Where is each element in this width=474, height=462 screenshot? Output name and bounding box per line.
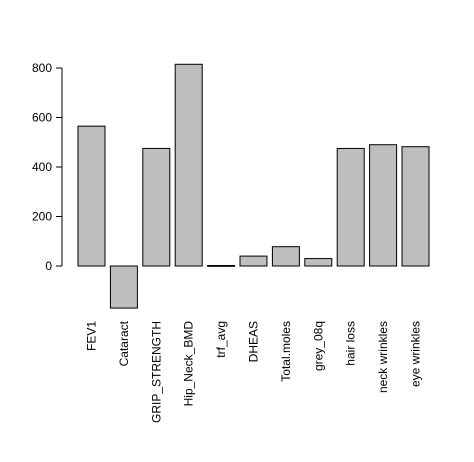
- x-category-label: grey_08q: [311, 321, 325, 371]
- bar: [304, 258, 333, 267]
- bar: [142, 147, 171, 267]
- y-axis: 0 200 400 600 800: [32, 61, 63, 273]
- x-category-label: FEV1: [85, 321, 99, 351]
- bar: [77, 125, 106, 267]
- x-category-label: trf_avg: [214, 321, 228, 358]
- bar: [336, 147, 365, 267]
- y-tick-label: 200: [32, 210, 52, 224]
- x-category-label: eye wrinkles: [409, 321, 423, 387]
- bar: [401, 146, 430, 267]
- y-tick-label: 600: [32, 111, 52, 125]
- y-tick-label: 0: [45, 259, 52, 273]
- x-axis-labels: FEV1 Cataract GRIP_STRENGTH Hip_Neck_BMD trf…: [85, 320, 423, 423]
- x-category-label: hair loss: [344, 321, 358, 366]
- bar: [239, 255, 268, 267]
- bar: [369, 144, 398, 267]
- x-category-label: Hip_Neck_BMD: [182, 321, 196, 407]
- bar: [271, 246, 300, 267]
- x-category-label: neck wrinkles: [376, 321, 390, 393]
- x-category-label: GRIP_STRENGTH: [149, 321, 163, 423]
- bar: [109, 265, 138, 309]
- x-category-label: DHEAS: [247, 321, 261, 362]
- bar: [174, 63, 203, 267]
- bar: [207, 265, 236, 267]
- y-tick-label: 800: [32, 61, 52, 75]
- x-category-label: Cataract: [117, 320, 131, 366]
- bars-group: [77, 63, 430, 309]
- x-category-label: Total.moles: [279, 321, 293, 382]
- y-tick-label: 400: [32, 160, 52, 174]
